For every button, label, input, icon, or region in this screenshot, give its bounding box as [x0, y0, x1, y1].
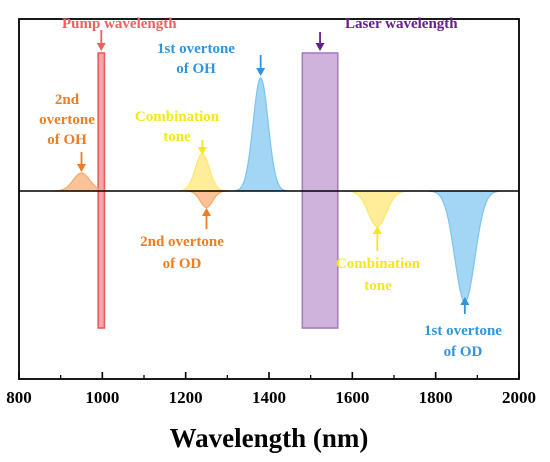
x-axis: 800 1000 1200 1400 1600 1800 2000: [6, 372, 536, 407]
band-label-laser: Laser wavelength: [345, 16, 458, 32]
x-axis-label: Wavelength (nm): [170, 423, 369, 453]
peak-5: [428, 190, 501, 303]
peaks-layer: [51, 77, 501, 303]
x-tick-label-1800: 1800: [419, 388, 453, 407]
peak-label-4: Combination tone: [336, 256, 421, 294]
band-arrow-laser: [315, 32, 325, 51]
peak-arrow-1: [197, 140, 207, 155]
peak-3: [184, 190, 229, 209]
peak-label-5: 1st overtone of OD: [424, 323, 502, 360]
peak-label-3: 2nd overtone of OD: [140, 234, 224, 272]
x-tick-label-1600: 1600: [335, 388, 369, 407]
peak-arrow-5: [460, 297, 470, 314]
x-tick-label-1000: 1000: [85, 388, 119, 407]
x-tick-label-800: 800: [6, 388, 32, 407]
peak-arrow-4: [372, 226, 382, 251]
peak-4: [344, 190, 411, 228]
peak-label-0: 2nd overtone of OH: [39, 92, 95, 148]
band-label-pump: Pump wavelength: [62, 16, 177, 32]
peak-1: [176, 153, 228, 192]
band-arrow-pump: [96, 30, 106, 51]
peak-0: [51, 172, 112, 192]
peak-label-1: Combination tone: [135, 109, 220, 145]
x-tick-label-1400: 1400: [252, 388, 286, 407]
annotations-layer: Pump wavelength Laser wavelength 2nd overto…: [39, 16, 502, 360]
peak-arrow-3: [202, 208, 211, 229]
x-tick-label-2000: 2000: [502, 388, 536, 407]
peak-arrow-2: [256, 55, 266, 76]
peak-arrow-0: [77, 152, 86, 172]
peak-label-2: 1st overtone of OH: [157, 41, 235, 77]
peak-2: [233, 77, 288, 192]
x-tick-label-1200: 1200: [169, 388, 203, 407]
